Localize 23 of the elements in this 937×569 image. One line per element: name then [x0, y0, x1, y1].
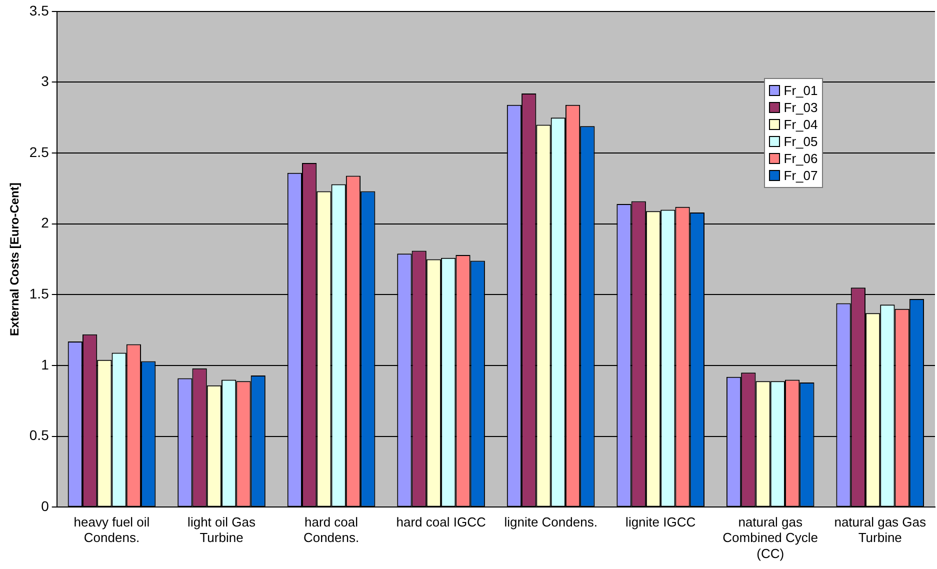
y-tick-label: 3 [41, 73, 50, 90]
y-tick-label: 1 [41, 356, 50, 372]
x-tick-label: lignite IGCC [626, 514, 696, 530]
y-tick-label: 3.5 [29, 2, 50, 18]
legend-label: Fr_04 [782, 116, 818, 134]
y-tick-label: 2.5 [29, 144, 50, 160]
legend-label: Fr_03 [782, 99, 818, 116]
x-tick-label: heavy fuel oil Condens. [74, 514, 150, 546]
x-tick-label: hard coal Condens. [303, 514, 360, 546]
y-tick-label: 2 [41, 214, 50, 231]
y-tick-label: 1.5 [29, 286, 50, 302]
y-tick-label: 0.5 [29, 427, 50, 444]
y-axis-title: External Costs [Euro-Cent] [8, 182, 22, 336]
x-tick-label: light oil Gas Turbine [188, 514, 256, 546]
x-tick-label: hard coal IGCC [396, 514, 486, 530]
x-tick-label: natural gas Combined Cycle (CC) [722, 514, 818, 561]
legend-label: Fr_01 [782, 82, 818, 100]
x-tick-label: lignite Condens. [504, 514, 598, 530]
legend-label: Fr_07 [782, 167, 818, 184]
legend-label: Fr_06 [782, 150, 818, 168]
legend-label: Fr_05 [782, 133, 818, 150]
y-tick-label: 0 [41, 498, 50, 514]
x-tick-label: natural gas Gas Turbine [834, 514, 926, 546]
